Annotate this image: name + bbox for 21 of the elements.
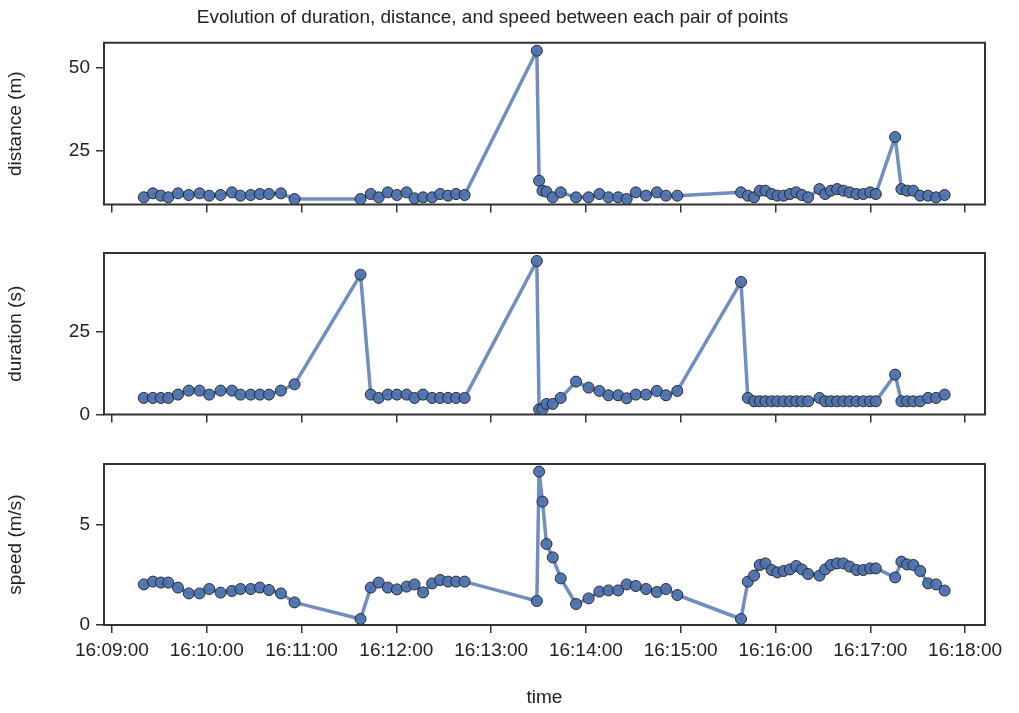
x-tick-label: 16:16:00 (738, 638, 813, 660)
x-tick-label: 16:15:00 (643, 638, 718, 660)
x-tick-label: 16:09:00 (74, 638, 149, 660)
y-axis-title: distance (m) (3, 71, 25, 176)
y-tick-label: 50 (68, 55, 90, 77)
y-axis-title: speed (m/s) (3, 494, 25, 595)
y-tick-label: 0 (79, 402, 90, 424)
x-tick-label: 16:14:00 (548, 638, 623, 660)
x-tick-label: 16:11:00 (265, 638, 338, 660)
chart-title: Evolution of duration, distance, and speed between each pair of points (196, 5, 789, 27)
x-tick-label: 16:18:00 (928, 638, 1003, 660)
x-tick-label: 16:13:00 (454, 638, 529, 660)
x-tick-label: 16:10:00 (169, 638, 244, 660)
y-tick-label: 0 (79, 613, 90, 635)
y-axis-title: duration (s) (3, 285, 25, 382)
x-tick-label: 16:17:00 (833, 638, 908, 660)
y-tick-label: 25 (68, 319, 90, 341)
x-axis-title: time (526, 685, 563, 707)
x-tick-label: 16:12:00 (359, 638, 434, 660)
y-tick-label: 5 (79, 513, 90, 535)
y-tick-label: 25 (68, 138, 90, 160)
